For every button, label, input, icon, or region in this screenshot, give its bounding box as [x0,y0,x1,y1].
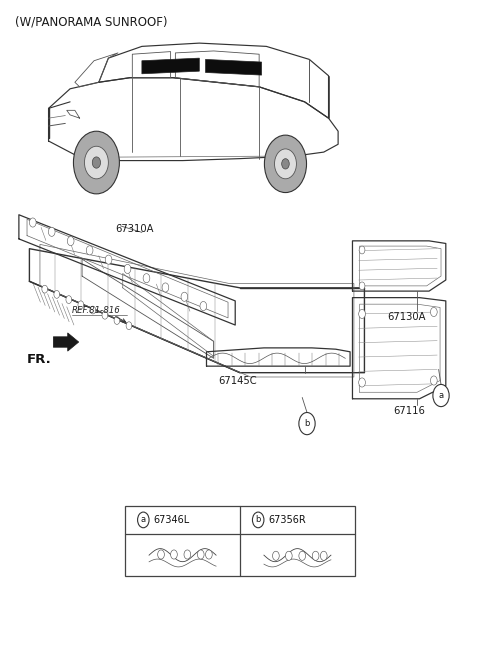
Circle shape [312,551,319,560]
Text: (W/PANORAMA SUNROOF): (W/PANORAMA SUNROOF) [15,15,168,28]
Circle shape [359,378,365,387]
Circle shape [124,264,131,273]
Circle shape [431,307,437,317]
Circle shape [86,246,93,255]
Circle shape [433,385,449,407]
Text: 67130A: 67130A [387,312,426,322]
Text: REF.81-816: REF.81-816 [72,305,120,315]
Text: 67116: 67116 [393,405,425,415]
Text: 67356R: 67356R [269,515,306,525]
Polygon shape [53,333,79,351]
Circle shape [321,551,327,560]
Circle shape [282,159,289,169]
Circle shape [157,550,164,559]
Circle shape [286,551,292,560]
Circle shape [205,550,212,559]
Circle shape [181,292,188,301]
Text: b: b [304,419,310,428]
Circle shape [92,157,100,168]
Text: b: b [255,515,261,525]
Circle shape [90,306,96,314]
Circle shape [200,301,207,311]
Circle shape [299,551,306,560]
Polygon shape [205,60,262,75]
Circle shape [359,309,365,318]
Circle shape [359,282,365,290]
Circle shape [143,273,150,283]
Circle shape [170,550,177,559]
Text: FR.: FR. [27,353,52,366]
Circle shape [84,146,108,179]
Circle shape [431,376,437,385]
Circle shape [73,131,120,194]
Circle shape [273,551,279,560]
Circle shape [105,255,112,264]
Text: 67346L: 67346L [154,515,190,525]
Circle shape [67,237,74,246]
Circle shape [299,413,315,435]
Circle shape [162,283,169,292]
Circle shape [264,135,307,192]
Circle shape [29,218,36,227]
Circle shape [66,296,72,303]
Text: 67310A: 67310A [116,224,154,234]
Text: a: a [141,515,146,525]
Circle shape [114,317,120,324]
Circle shape [197,550,204,559]
Circle shape [184,550,191,559]
Circle shape [126,322,132,330]
Circle shape [252,512,264,528]
Circle shape [359,246,365,254]
Circle shape [42,285,48,293]
Circle shape [102,311,108,319]
Circle shape [138,512,149,528]
Circle shape [78,301,84,309]
Text: 67145C: 67145C [218,375,257,385]
Circle shape [54,290,60,298]
Circle shape [48,227,55,236]
Bar [125,506,355,576]
Circle shape [275,149,297,179]
Text: a: a [438,391,444,400]
Polygon shape [142,58,199,74]
